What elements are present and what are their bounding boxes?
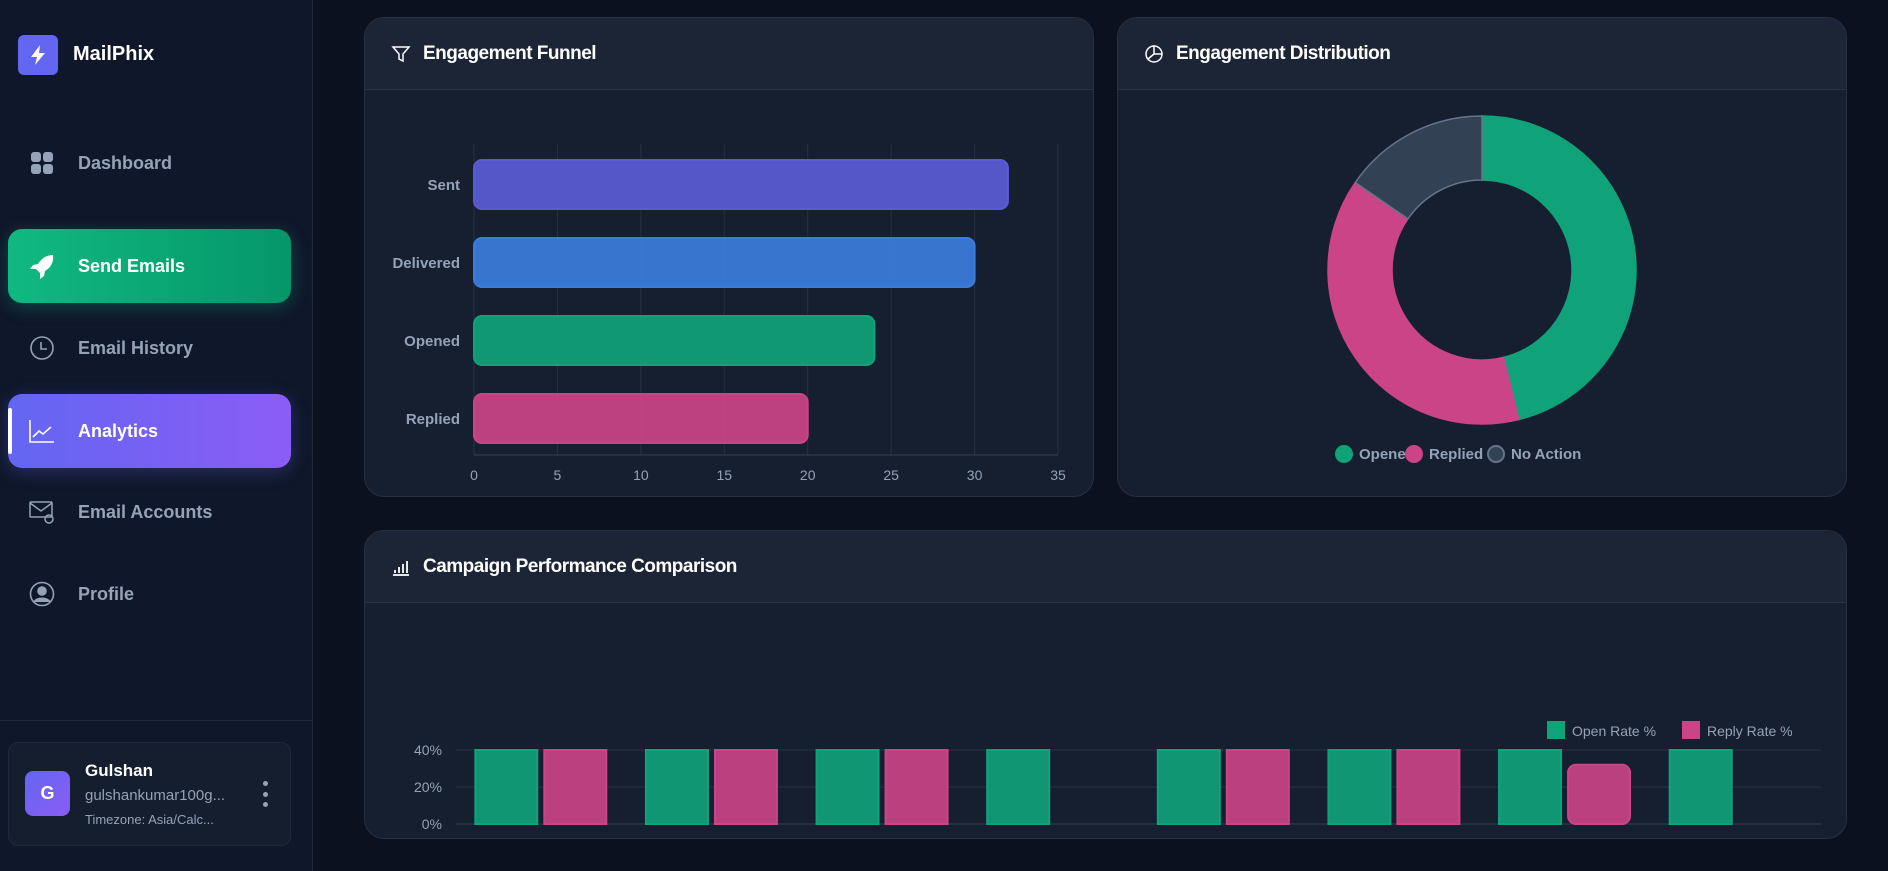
sidebar-item-label: Email History xyxy=(78,337,194,358)
legend-label: Reply Rate % xyxy=(1707,723,1793,739)
bar-reply-rate xyxy=(1396,749,1461,825)
sidebar-item-email-history[interactable]: Email History xyxy=(8,311,291,385)
x-tick-label: 10 xyxy=(633,467,649,483)
legend-label: No Action xyxy=(1511,446,1581,463)
y-tick-label: Replied xyxy=(406,411,460,428)
sidebar-item-send-emails[interactable]: Send Emails xyxy=(8,229,291,303)
bar-open-rate xyxy=(1156,749,1221,825)
legend-swatch xyxy=(1547,721,1565,739)
sidebar: MailPhix Dashboard Send Emails Email Histo… xyxy=(0,0,313,871)
avatar: G xyxy=(25,771,70,816)
y-tick-label: 20% xyxy=(414,779,442,795)
clock-icon xyxy=(28,334,56,362)
app-name: MailPhix xyxy=(73,43,155,65)
x-tick-label: 30 xyxy=(967,467,983,483)
bar-reply-rate xyxy=(713,749,778,825)
bar-chart-icon xyxy=(393,560,409,576)
bar-delivered xyxy=(473,237,976,288)
sidebar-item-label: Send Emails xyxy=(78,255,186,276)
x-tick-label: 0 xyxy=(470,467,478,483)
legend-swatch xyxy=(1487,445,1505,463)
y-tick-label: 0% xyxy=(422,816,442,832)
engagement-distribution-chart: Opened Replied No Action xyxy=(1327,115,1637,463)
bar-open-rate xyxy=(986,749,1051,825)
y-tick-label: Delivered xyxy=(392,255,460,272)
engagement-funnel-card: Engagement Funnel 0 5 10 15 20 25 30 35 Sent Deli… xyxy=(364,17,1094,497)
pie-chart-icon xyxy=(1145,44,1163,63)
engagement-funnel-chart: 0 5 10 15 20 25 30 35 Sent Delivered Opened Replied xyxy=(392,144,1066,483)
legend-swatch xyxy=(1335,445,1353,463)
sidebar-item-label: Dashboard xyxy=(78,152,173,173)
card-title: Engagement Funnel xyxy=(423,42,597,64)
user-card[interactable]: G Gulshan gulshankumar100g... Timezone: … xyxy=(8,742,291,846)
card-title: Engagement Distribution xyxy=(1176,42,1391,64)
engagement-distribution-card: Engagement Distribution Opened Replied No … xyxy=(1117,17,1847,497)
bar-open-rate xyxy=(644,749,709,825)
bar-open-rate xyxy=(815,749,880,825)
y-tick-label: Sent xyxy=(427,177,460,194)
x-tick-label: 15 xyxy=(716,467,732,483)
bar-open-rate xyxy=(1668,749,1733,825)
sidebar-item-profile[interactable]: Profile xyxy=(8,557,291,631)
grid-icon xyxy=(28,149,56,177)
bar-open-rate xyxy=(1327,749,1392,825)
y-tick-label: 40% xyxy=(414,742,442,758)
campaign-performance-chart: 0%20%40%TIME UST TESTINGTesting UTCrgeg0… xyxy=(414,721,1821,839)
sidebar-item-analytics[interactable]: Analytics xyxy=(8,394,291,468)
legend-swatch xyxy=(1682,721,1700,739)
rocket-icon xyxy=(28,252,56,280)
card-title: Campaign Performance Comparison xyxy=(423,555,737,577)
divider xyxy=(0,720,313,721)
legend-swatch xyxy=(1405,445,1423,463)
bar-replied xyxy=(473,393,809,444)
slice-no-action xyxy=(1354,115,1483,220)
sidebar-item-dashboard[interactable]: Dashboard xyxy=(8,126,291,200)
bar-reply-rate xyxy=(543,749,608,825)
chart-line-icon xyxy=(28,417,56,445)
legend-label: Open Rate % xyxy=(1572,723,1656,739)
user-name: Gulshan xyxy=(85,761,154,780)
mail-at-icon xyxy=(28,498,56,526)
x-tick-label: HR OUTREACH - 00002 xyxy=(1628,837,1771,839)
x-tick-label: 25 xyxy=(883,467,899,483)
funnel-icon xyxy=(391,45,411,62)
bar-open-rate xyxy=(1498,749,1563,825)
sidebar-item-label: Profile xyxy=(78,583,135,604)
y-tick-label: Opened xyxy=(404,333,460,350)
x-tick-label: 20 xyxy=(800,467,816,483)
slice-replied xyxy=(1327,181,1520,425)
legend-label: Opened xyxy=(1359,446,1415,463)
bar-sent xyxy=(473,159,1009,210)
lightning-icon xyxy=(18,35,58,75)
x-tick-label: 5 xyxy=(554,467,562,483)
user-circle-icon xyxy=(28,580,56,608)
sidebar-item-label: Email Accounts xyxy=(78,501,213,522)
x-tick-label: Q4 Outreach - Mailph... xyxy=(1291,837,1427,839)
campaign-performance-card: Campaign Performance Comparison 0% 20% 40%… xyxy=(364,530,1847,839)
bar-reply-rate xyxy=(1567,763,1632,826)
user-timezone: Timezone: Asia/Calc... xyxy=(85,812,214,827)
bar-open-rate xyxy=(474,749,539,825)
bar-opened xyxy=(473,315,876,366)
bar-reply-rate xyxy=(884,749,949,825)
more-options-icon[interactable] xyxy=(259,781,271,807)
user-email: gulshankumar100g... xyxy=(85,787,226,804)
bar-reply-rate xyxy=(1225,749,1290,825)
sidebar-item-email-accounts[interactable]: Email Accounts xyxy=(8,475,291,549)
sidebar-item-label: Analytics xyxy=(78,420,159,441)
legend-label: Replied xyxy=(1429,446,1483,463)
slice-opened xyxy=(1481,115,1637,421)
x-tick-label: COLD EMAIL TO HRS - ... xyxy=(1453,836,1606,839)
x-tick-label: 35 xyxy=(1050,467,1066,483)
